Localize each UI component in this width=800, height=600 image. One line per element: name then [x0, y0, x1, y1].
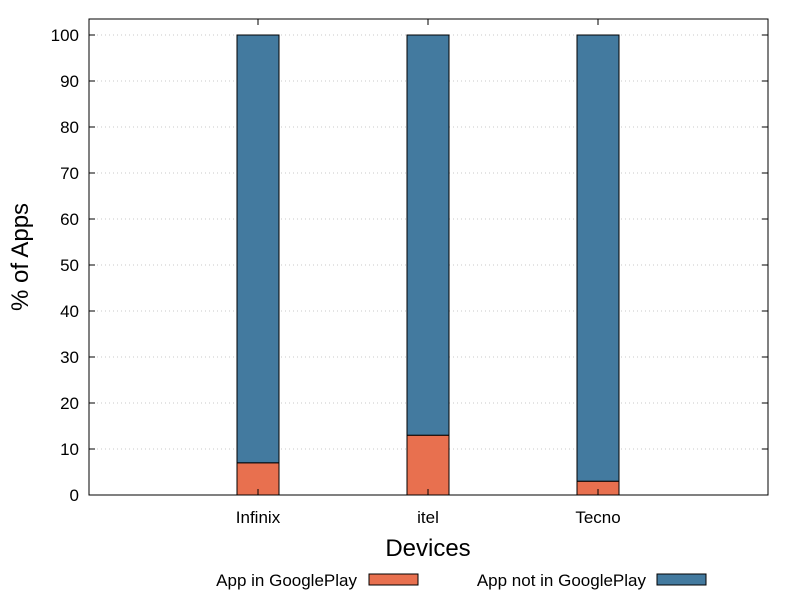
bar-infinix-series-1 [236, 34, 280, 464]
legend-label-app-not-in-googleplay: App not in GooglePlay [477, 571, 647, 590]
x-tick-label-infinix: Infinix [236, 508, 281, 527]
y-tick-label: 20 [60, 394, 79, 413]
y-axis-ticks: 0 10 20 30 40 50 60 70 80 90 100 [51, 26, 768, 505]
y-tick-label: 40 [60, 302, 79, 321]
x-axis-label: Devices [385, 535, 470, 562]
legend-label-app-in-googleplay: App in GooglePlay [216, 571, 357, 590]
y-tick-label: 90 [60, 72, 79, 91]
y-tick-label: 50 [60, 256, 79, 275]
y-tick-label: 30 [60, 348, 79, 367]
y-tick-label: 0 [70, 486, 79, 505]
x-tick-label-itel: itel [417, 508, 439, 527]
legend: App in GooglePlay App not in GooglePlay [216, 571, 707, 590]
bars [236, 34, 620, 496]
y-tick-label: 10 [60, 440, 79, 459]
x-axis-ticks: Infinix itel Tecno [236, 19, 621, 527]
bar-itel-series-1 [406, 34, 450, 436]
legend-swatch-app-not-in-googleplay [656, 573, 707, 586]
y-tick-label: 100 [51, 26, 79, 45]
y-tick-label: 80 [60, 118, 79, 137]
plot-frame [88, 18, 769, 496]
bar-tecno-series-1 [576, 34, 620, 482]
legend-swatch-app-in-googleplay [368, 573, 419, 586]
y-tick-label: 70 [60, 164, 79, 183]
bar-itel-series-0 [406, 434, 450, 496]
x-tick-label-tecno: Tecno [575, 508, 620, 527]
y-axis-label: % of Apps [7, 203, 34, 311]
y-tick-label: 60 [60, 210, 79, 229]
